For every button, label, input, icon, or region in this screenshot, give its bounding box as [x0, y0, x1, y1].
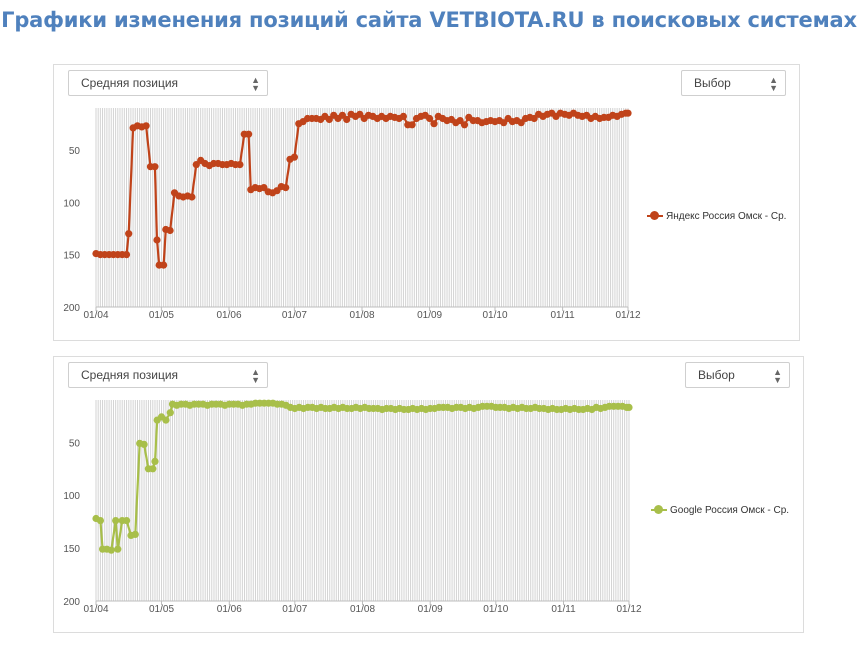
google-chart-panel: Средняя позиция ▲ ▼ Выбор ▲ ▼ 50 100 150 200 0… [53, 356, 804, 633]
series-points [92, 109, 632, 269]
data-point[interactable] [162, 416, 170, 424]
y-tick-label: 50 [69, 438, 81, 449]
x-tick-label: 01/07 [282, 310, 307, 321]
y-tick-label: 200 [63, 597, 80, 608]
data-point[interactable] [149, 465, 157, 473]
metric-select-value: Средняя позиция [81, 76, 179, 90]
x-tick-label: 01/10 [483, 604, 508, 615]
x-tick-label: 01/09 [417, 310, 442, 321]
yandex-chart-panel: Средняя позиция ▲ ▼ Выбор ▲ ▼ 50 100 150 200 0… [53, 64, 800, 341]
x-tick-label: 01/05 [149, 310, 174, 321]
data-point[interactable] [112, 517, 120, 525]
x-tick-label: 01/08 [350, 604, 375, 615]
data-point[interactable] [343, 115, 351, 124]
legend-item-google[interactable]: Google Россия Омск - Ср. [651, 505, 789, 516]
data-point[interactable] [107, 546, 115, 554]
daily-background-bars [95, 108, 629, 307]
data-point[interactable] [96, 517, 104, 525]
x-tick-label: 01/04 [83, 604, 108, 615]
daily-background-bars [95, 400, 630, 601]
data-point[interactable] [151, 163, 159, 171]
y-tick-label: 50 [69, 146, 81, 157]
data-point[interactable] [408, 121, 416, 129]
data-point[interactable] [188, 193, 196, 201]
x-tick-label: 01/06 [217, 604, 242, 615]
data-point[interactable] [160, 261, 168, 269]
data-point[interactable] [625, 403, 633, 411]
y-tick-label: 100 [63, 491, 80, 502]
data-point[interactable] [166, 226, 174, 235]
metric-select[interactable]: Средняя позиция ▲ ▼ [68, 70, 268, 96]
data-point[interactable] [131, 530, 139, 538]
data-point[interactable] [399, 112, 407, 120]
x-tick-label: 01/11 [550, 310, 575, 321]
x-tick-label: 01/06 [216, 310, 241, 321]
page-title: Графики изменения позиций сайта VETBIOTA… [1, 8, 857, 32]
x-tick-label: 01/04 [83, 310, 108, 321]
metric-select-value: Средняя позиция [81, 368, 179, 382]
metric-select[interactable]: Средняя позиция ▲ ▼ [68, 362, 268, 388]
y-tick-label: 150 [63, 251, 80, 262]
y-tick-label: 150 [63, 544, 80, 555]
data-point[interactable] [122, 251, 131, 259]
data-point[interactable] [430, 120, 438, 128]
data-point[interactable] [153, 236, 161, 244]
data-point[interactable] [140, 440, 148, 448]
legend-label: Яндекс Россия Омск - Ср. [666, 211, 787, 222]
x-tick-label: 01/12 [616, 604, 641, 615]
legend-label: Google Россия Омск - Ср. [670, 505, 790, 516]
y-tick-label: 200 [63, 303, 80, 314]
data-point[interactable] [166, 409, 174, 417]
x-tick-label: 01/05 [149, 604, 174, 615]
data-point[interactable] [282, 184, 290, 192]
data-point[interactable] [123, 517, 131, 525]
data-point[interactable] [426, 114, 434, 123]
x-tick-label: 01/07 [282, 604, 307, 615]
data-point[interactable] [460, 121, 469, 129]
choice-select-value: Выбор [698, 368, 735, 382]
data-point[interactable] [624, 109, 632, 117]
choice-select[interactable]: Выбор ▲ ▼ [681, 70, 786, 96]
series-points [92, 399, 633, 554]
choice-select[interactable]: Выбор ▲ ▼ [685, 362, 790, 388]
select-arrows-icon: ▲ ▼ [251, 367, 260, 385]
legend-marker-icon [647, 211, 663, 221]
select-arrows-icon: ▲ ▼ [769, 75, 778, 93]
data-point[interactable] [114, 545, 122, 553]
x-tick-label: 01/09 [418, 604, 443, 615]
legend-item-yandex[interactable]: Яндекс Россия Омск - Ср. [647, 211, 786, 222]
data-point[interactable] [290, 153, 298, 161]
x-tick-label: 01/11 [551, 604, 576, 615]
data-point[interactable] [125, 230, 133, 238]
y-tick-label: 100 [63, 198, 80, 209]
x-tick-label: 01/10 [482, 310, 507, 321]
data-point[interactable] [151, 457, 159, 465]
x-tick-label: 01/08 [349, 310, 374, 321]
legend-marker-icon [651, 505, 667, 515]
select-arrows-icon: ▲ ▼ [251, 75, 260, 93]
data-point[interactable] [236, 161, 244, 169]
choice-select-value: Выбор [694, 76, 731, 90]
select-arrows-icon: ▲ ▼ [773, 367, 782, 385]
data-point[interactable] [245, 130, 253, 138]
data-point[interactable] [142, 122, 150, 130]
x-tick-label: 01/12 [615, 310, 640, 321]
